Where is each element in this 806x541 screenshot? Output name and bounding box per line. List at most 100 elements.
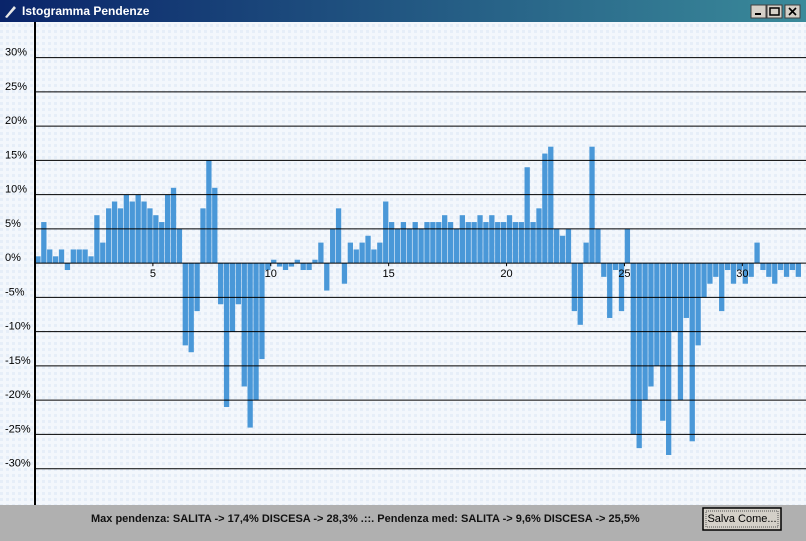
bar (212, 187, 218, 264)
status-bar (0, 505, 806, 541)
y-tick-label: 5% (5, 218, 21, 230)
bar (495, 222, 501, 264)
bar (766, 263, 772, 277)
save-button-focus (705, 510, 779, 528)
bar (383, 201, 389, 264)
bar (312, 259, 318, 264)
bar (477, 215, 483, 264)
bar (724, 263, 731, 271)
bar (388, 222, 395, 264)
bar (707, 263, 713, 284)
bar (223, 263, 230, 408)
bar (666, 263, 672, 455)
status-text: Max pendenza: SALITA -> 17,4% DISCESA ->… (91, 513, 640, 525)
bar (341, 263, 348, 284)
bar (760, 263, 766, 271)
bar (335, 208, 342, 264)
bar (624, 228, 631, 264)
y-tick-label: -15% (5, 355, 31, 367)
bar (701, 263, 707, 298)
bar (607, 263, 613, 318)
bar (795, 263, 801, 277)
bar (52, 256, 59, 264)
bar (695, 263, 701, 346)
window-controls[interactable] (750, 4, 801, 19)
bar (182, 263, 188, 346)
bar (512, 222, 519, 264)
title-bar (0, 0, 806, 22)
minimize-button[interactable] (750, 4, 767, 19)
bar (612, 263, 619, 271)
bar (660, 263, 666, 421)
bar (542, 153, 548, 264)
bar (471, 222, 477, 264)
bar (459, 215, 465, 264)
bar (265, 263, 271, 271)
bar (524, 167, 530, 264)
bar (530, 222, 536, 264)
y-tick-label: 20% (5, 115, 27, 127)
bar (377, 242, 383, 264)
bar (271, 259, 277, 264)
y-tick-label: 30% (5, 47, 27, 59)
bar (536, 208, 542, 264)
bar (276, 263, 283, 267)
x-tick-label: 10 (265, 268, 277, 280)
app-icon (5, 6, 16, 18)
bar (147, 208, 153, 264)
bar (259, 263, 265, 360)
bar (241, 263, 247, 387)
window-title: Istogramma Pendenze (22, 4, 150, 18)
bar (418, 228, 424, 264)
bar (506, 215, 513, 264)
bar (683, 263, 689, 318)
close-icon (788, 7, 797, 16)
bar (554, 228, 560, 264)
bar (636, 263, 642, 449)
bar (294, 259, 300, 264)
bar (565, 228, 572, 264)
bar (778, 263, 784, 271)
bar (35, 256, 41, 264)
bar (117, 208, 124, 264)
x-tick-label: 25 (618, 268, 630, 280)
x-tick-label: 20 (500, 268, 512, 280)
bar (153, 215, 159, 264)
bar (324, 263, 330, 291)
maximize-icon (769, 7, 780, 16)
bar (76, 249, 82, 264)
y-tick-label: -20% (5, 389, 31, 401)
bar (754, 242, 760, 264)
bar (47, 249, 53, 264)
save-button[interactable] (702, 507, 782, 531)
bar (218, 263, 224, 305)
bar (689, 263, 695, 442)
bar (111, 201, 118, 264)
bar (595, 228, 601, 264)
bar (400, 222, 407, 264)
bar (736, 263, 743, 271)
bar (394, 228, 401, 264)
y-tick-label: -5% (5, 286, 25, 298)
bar (483, 222, 489, 264)
bar (789, 263, 796, 271)
plot: 30% 25% 20% 15% 10% 5% 0% -5% -10% -15% -20% -25% -3… (5, 22, 806, 505)
bar (772, 263, 778, 284)
save-button-label[interactable]: Salva Come... (707, 513, 776, 525)
bar (176, 228, 183, 264)
bar (783, 263, 790, 277)
bar (412, 222, 418, 264)
bar (141, 201, 147, 264)
y-tick-label: -10% (5, 321, 31, 333)
bar (630, 263, 636, 435)
bar (559, 235, 566, 264)
bar (465, 222, 471, 264)
bar (206, 160, 212, 264)
bar (618, 263, 625, 312)
bar (100, 242, 106, 264)
y-tick-label: -30% (5, 458, 31, 470)
bar (129, 201, 135, 264)
bar (489, 215, 495, 264)
bar (601, 263, 607, 277)
